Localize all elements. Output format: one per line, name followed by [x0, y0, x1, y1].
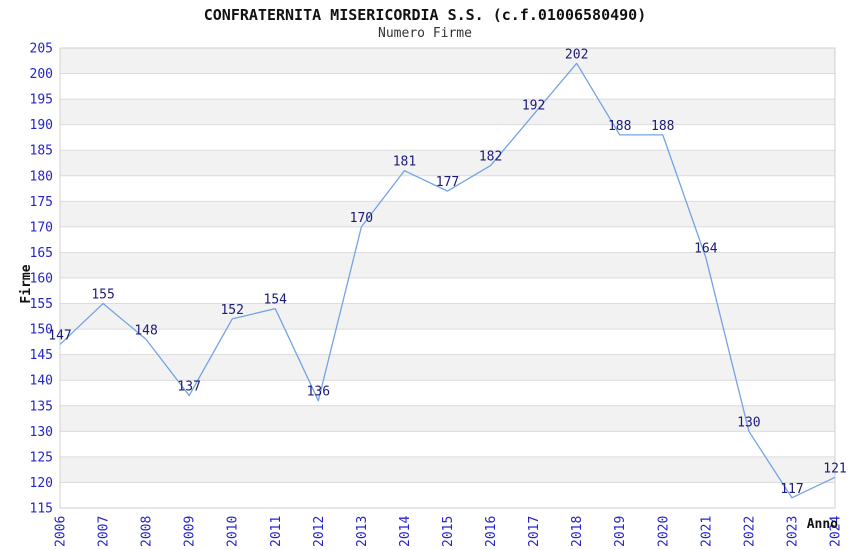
chart-title: CONFRATERNITA MISERICORDIA S.S. (c.f.010… — [203, 6, 647, 24]
y-tick-label: 120 — [30, 476, 53, 491]
x-tick-label: 2010 — [226, 516, 241, 547]
y-tick-label: 195 — [30, 93, 53, 108]
plot-band — [60, 252, 835, 278]
y-tick-label: 170 — [30, 220, 53, 235]
y-tick-label: 185 — [30, 144, 53, 159]
y-tick-label: 180 — [30, 169, 53, 184]
data-label: 147 — [48, 328, 71, 343]
plot-band — [60, 150, 835, 176]
x-tick-label: 2013 — [355, 516, 370, 547]
y-tick-label: 205 — [30, 42, 53, 57]
x-tick-label: 2008 — [140, 516, 155, 547]
x-tick-label: 2015 — [441, 516, 456, 547]
data-label: 137 — [177, 380, 200, 395]
plot-band — [60, 99, 835, 125]
data-label: 202 — [565, 47, 588, 62]
data-label: 192 — [522, 98, 545, 113]
data-label: 117 — [780, 482, 803, 497]
data-label: 148 — [134, 323, 157, 338]
plot-band — [60, 48, 835, 74]
x-tick-label: 2018 — [570, 516, 585, 547]
data-label: 121 — [823, 461, 846, 476]
y-tick-label: 135 — [30, 399, 53, 414]
y-tick-label: 130 — [30, 425, 53, 440]
data-label: 177 — [436, 175, 459, 190]
x-tick-label: 2009 — [183, 516, 198, 547]
data-label: 164 — [694, 242, 718, 257]
plot-band — [60, 201, 835, 227]
plot-band — [60, 303, 835, 330]
x-tick-label: 2007 — [97, 516, 112, 547]
x-tick-label: 2019 — [613, 516, 628, 547]
plot-band — [60, 405, 835, 432]
y-tick-label: 155 — [30, 297, 53, 312]
x-tick-label: 2016 — [484, 516, 499, 547]
x-tick-label: 2024 — [829, 516, 844, 547]
data-label: 181 — [393, 155, 416, 170]
data-label: 188 — [608, 119, 631, 134]
x-tick-label: 2023 — [785, 516, 800, 547]
y-tick-label: 150 — [30, 323, 53, 338]
plot-band — [60, 354, 835, 381]
y-tick-label: 140 — [30, 374, 53, 389]
y-tick-label: 200 — [30, 67, 53, 82]
plot-band — [60, 456, 835, 483]
x-tick-label: 2011 — [269, 516, 284, 547]
y-tick-label: 160 — [30, 272, 53, 287]
data-label: 155 — [91, 288, 114, 303]
data-label: 154 — [264, 293, 288, 308]
x-tick-label: 2022 — [742, 516, 757, 547]
x-tick-label: 2020 — [656, 516, 671, 547]
y-tick-label: 115 — [30, 502, 53, 517]
x-tick-label: 2006 — [54, 516, 69, 547]
y-tick-label: 125 — [30, 450, 53, 465]
plot-border — [59, 47, 836, 509]
x-tick-label: 2021 — [699, 516, 714, 547]
x-axis-title: Anno — [807, 517, 838, 532]
data-label: 170 — [350, 211, 373, 226]
data-label: 188 — [651, 119, 674, 134]
y-tick-label: 190 — [30, 118, 53, 133]
y-axis-title: Firme — [19, 264, 34, 303]
x-tick-label: 2014 — [398, 516, 413, 547]
y-tick-label: 145 — [30, 348, 53, 363]
data-label: 136 — [307, 385, 330, 400]
y-tick-label: 165 — [30, 246, 53, 261]
data-label: 152 — [220, 303, 243, 318]
chart-subtitle: Numero Firme — [378, 26, 472, 41]
data-line — [59, 62, 836, 499]
x-tick-label: 2012 — [312, 516, 327, 547]
y-tick-label: 175 — [30, 195, 53, 210]
x-tick-label: 2017 — [527, 516, 542, 547]
data-label: 182 — [479, 150, 502, 165]
data-label: 130 — [737, 415, 760, 430]
